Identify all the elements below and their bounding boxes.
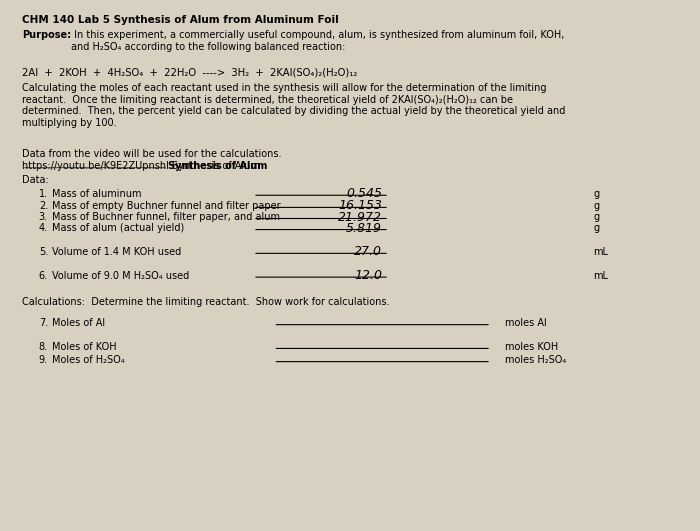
Text: 12.0: 12.0 (354, 269, 382, 282)
Text: moles H₂SO₄: moles H₂SO₄ (505, 355, 566, 365)
Text: Moles of KOH: Moles of KOH (52, 342, 117, 352)
Text: Volume of 1.4 M KOH used: Volume of 1.4 M KOH used (52, 247, 181, 257)
Text: g: g (593, 201, 599, 211)
Text: 7.: 7. (38, 318, 48, 328)
Text: Volume of 9.0 M H₂SO₄ used: Volume of 9.0 M H₂SO₄ used (52, 271, 190, 281)
Text: g: g (593, 212, 599, 222)
Text: 6.: 6. (38, 271, 48, 281)
Text: 1.: 1. (38, 189, 48, 199)
Text: In this experiment, a commercially useful compound, alum, is synthesized from al: In this experiment, a commercially usefu… (71, 30, 565, 52)
Text: 27.0: 27.0 (354, 245, 382, 259)
Text: Mass of Buchner funnel, filter paper, and alum: Mass of Buchner funnel, filter paper, an… (52, 212, 281, 222)
Text: https://youtu.be/K9E2ZUpnshl Synthesis of Alum: https://youtu.be/K9E2ZUpnshl Synthesis o… (22, 161, 260, 171)
Text: Calculating the moles of each reactant used in the synthesis will allow for the : Calculating the moles of each reactant u… (22, 83, 565, 128)
Text: moles Al: moles Al (505, 318, 547, 328)
Text: 8.: 8. (38, 342, 48, 352)
Text: 2.: 2. (38, 201, 48, 211)
Text: moles KOH: moles KOH (505, 342, 558, 352)
Text: Synthesis of Alum: Synthesis of Alum (168, 161, 267, 171)
Text: 2Al  +  2KOH  +  4H₂SO₄  +  22H₂O  ---->  3H₂  +  2KAl(SO₄)₂(H₂O)₁₂: 2Al + 2KOH + 4H₂SO₄ + 22H₂O ----> 3H₂ + … (22, 67, 357, 78)
Text: Mass of empty Buchner funnel and filter paper: Mass of empty Buchner funnel and filter … (52, 201, 281, 211)
Text: Purpose:: Purpose: (22, 30, 71, 40)
Text: 21.972: 21.972 (338, 211, 382, 224)
Text: Data from the video will be used for the calculations.: Data from the video will be used for the… (22, 149, 281, 159)
Text: Mass of aluminum: Mass of aluminum (52, 189, 142, 199)
Text: Mass of alum (actual yield): Mass of alum (actual yield) (52, 223, 185, 233)
Text: mL: mL (593, 271, 608, 281)
Text: 3.: 3. (38, 212, 48, 222)
Text: 5.: 5. (38, 247, 48, 257)
Text: g: g (593, 223, 599, 233)
Text: 4.: 4. (38, 223, 48, 233)
Text: 5.819: 5.819 (346, 221, 382, 235)
Text: 16.153: 16.153 (338, 200, 382, 212)
Text: g: g (593, 189, 599, 199)
Text: 0.545: 0.545 (346, 187, 382, 200)
Text: mL: mL (593, 247, 608, 257)
Text: CHM 140 Lab 5 Synthesis of Alum from Aluminum Foil: CHM 140 Lab 5 Synthesis of Alum from Alu… (22, 14, 339, 24)
Text: Calculations:  Determine the limiting reactant.  Show work for calculations.: Calculations: Determine the limiting rea… (22, 297, 389, 307)
Text: 9.: 9. (38, 355, 48, 365)
Text: Moles of H₂SO₄: Moles of H₂SO₄ (52, 355, 125, 365)
Text: Moles of Al: Moles of Al (52, 318, 106, 328)
Text: Data:: Data: (22, 175, 48, 185)
